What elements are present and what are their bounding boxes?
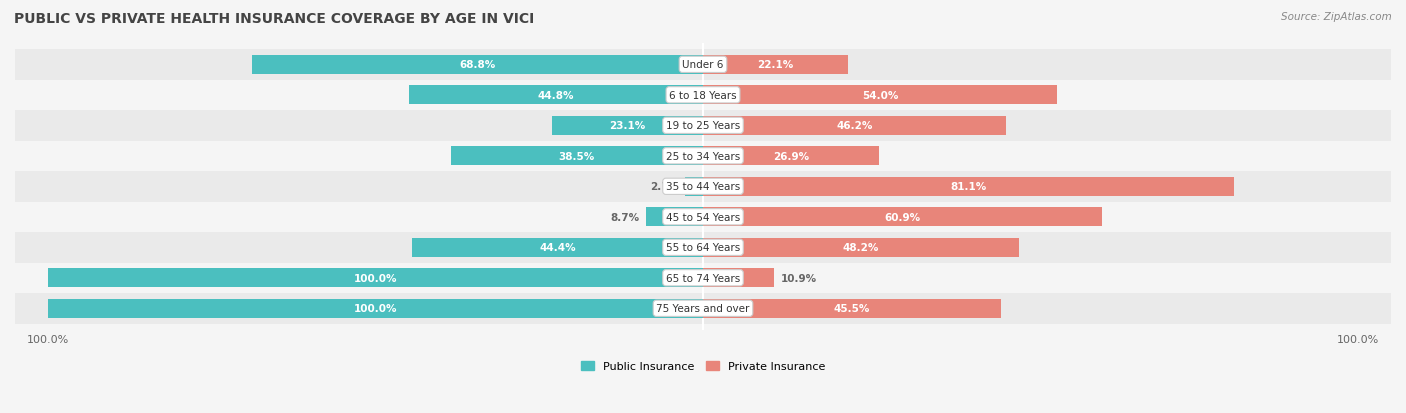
Bar — [409, 86, 703, 105]
Bar — [451, 147, 703, 166]
Text: 44.4%: 44.4% — [540, 243, 576, 253]
Text: 26.9%: 26.9% — [773, 152, 810, 161]
Text: 10.9%: 10.9% — [780, 273, 817, 283]
Bar — [48, 269, 703, 287]
Bar — [685, 178, 703, 196]
Bar — [15, 111, 1391, 141]
Bar — [15, 172, 1391, 202]
Text: 23.1%: 23.1% — [609, 121, 645, 131]
Bar — [15, 81, 1391, 111]
Bar — [703, 208, 1102, 227]
Bar — [703, 86, 1057, 105]
Text: 6 to 18 Years: 6 to 18 Years — [669, 90, 737, 101]
Bar — [15, 233, 1391, 263]
Text: 68.8%: 68.8% — [460, 60, 496, 70]
Text: 75 Years and over: 75 Years and over — [657, 304, 749, 313]
Text: 100.0%: 100.0% — [354, 304, 396, 313]
Text: 35 to 44 Years: 35 to 44 Years — [666, 182, 740, 192]
Text: 38.5%: 38.5% — [558, 152, 595, 161]
Bar — [15, 263, 1391, 293]
Text: 100.0%: 100.0% — [354, 273, 396, 283]
Text: 22.1%: 22.1% — [758, 60, 793, 70]
Bar — [412, 238, 703, 257]
Bar — [15, 141, 1391, 172]
Bar — [703, 147, 879, 166]
Text: 19 to 25 Years: 19 to 25 Years — [666, 121, 740, 131]
Text: 45.5%: 45.5% — [834, 304, 870, 313]
Text: 60.9%: 60.9% — [884, 212, 921, 222]
Text: Source: ZipAtlas.com: Source: ZipAtlas.com — [1281, 12, 1392, 22]
Text: 65 to 74 Years: 65 to 74 Years — [666, 273, 740, 283]
Bar — [703, 178, 1234, 196]
Bar — [703, 116, 1005, 135]
Bar — [15, 293, 1391, 324]
Bar — [703, 299, 1001, 318]
Text: 48.2%: 48.2% — [842, 243, 879, 253]
Text: 55 to 64 Years: 55 to 64 Years — [666, 243, 740, 253]
Text: 81.1%: 81.1% — [950, 182, 987, 192]
Bar — [252, 56, 703, 75]
Text: 46.2%: 46.2% — [837, 121, 873, 131]
Text: 54.0%: 54.0% — [862, 90, 898, 101]
Text: 8.7%: 8.7% — [610, 212, 640, 222]
Bar — [703, 238, 1019, 257]
Bar — [15, 50, 1391, 81]
Text: 25 to 34 Years: 25 to 34 Years — [666, 152, 740, 161]
Text: Under 6: Under 6 — [682, 60, 724, 70]
Text: 2.7%: 2.7% — [650, 182, 679, 192]
Bar — [15, 202, 1391, 233]
Text: 44.8%: 44.8% — [538, 90, 575, 101]
Bar — [703, 269, 775, 287]
Bar — [551, 116, 703, 135]
Text: PUBLIC VS PRIVATE HEALTH INSURANCE COVERAGE BY AGE IN VICI: PUBLIC VS PRIVATE HEALTH INSURANCE COVER… — [14, 12, 534, 26]
Text: 45 to 54 Years: 45 to 54 Years — [666, 212, 740, 222]
Bar — [645, 208, 703, 227]
Bar — [703, 56, 848, 75]
Legend: Public Insurance, Private Insurance: Public Insurance, Private Insurance — [576, 357, 830, 376]
Bar — [48, 299, 703, 318]
